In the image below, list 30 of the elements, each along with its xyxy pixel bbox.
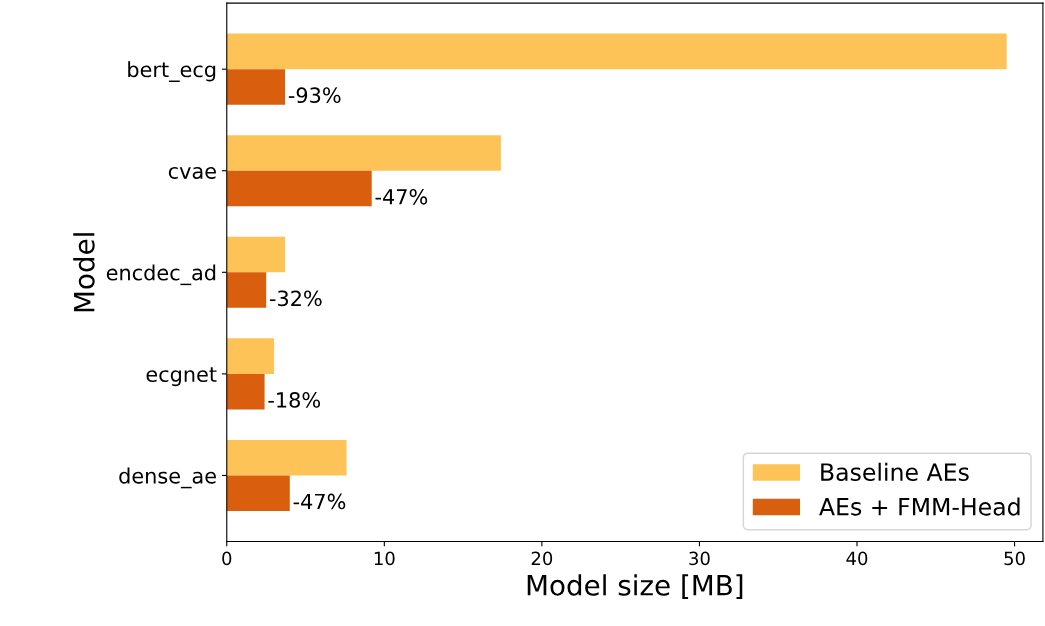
bar xyxy=(226,135,501,171)
y-tick-label: ecgnet xyxy=(146,367,217,387)
annotation: -47% xyxy=(293,493,346,510)
annotation: -32% xyxy=(269,290,322,307)
bar xyxy=(226,170,372,207)
bar xyxy=(226,373,265,410)
bar xyxy=(226,69,286,105)
y-tick-label: dense_ae xyxy=(119,467,216,489)
y-axis-title: Model xyxy=(73,233,95,312)
bar xyxy=(226,475,290,512)
annotation: -47% xyxy=(375,188,428,205)
bar xyxy=(226,272,267,308)
x-tick-label: 40 xyxy=(846,551,868,566)
x-tick-label: 30 xyxy=(689,551,710,566)
legend-label: AEs + FMM-Head xyxy=(819,497,1020,516)
bar xyxy=(226,33,1007,70)
annotation: -93% xyxy=(288,87,341,104)
bar xyxy=(226,236,286,273)
annotation: -18% xyxy=(268,392,321,408)
bar xyxy=(226,338,275,374)
x-tick-label: 50 xyxy=(1004,551,1025,566)
bar xyxy=(226,439,347,476)
x-tick-label: 20 xyxy=(531,551,553,566)
x-tick-label: 0 xyxy=(222,551,232,566)
x-tick-label: 10 xyxy=(374,551,395,566)
y-tick-label: bert_ecg xyxy=(128,61,216,82)
legend-label: Baseline AEs xyxy=(821,462,969,482)
y-tick-label: cvae xyxy=(168,166,216,179)
y-tick-label: encdec_ad xyxy=(106,264,216,286)
x-axis-title: Model size [MB] xyxy=(527,574,743,600)
